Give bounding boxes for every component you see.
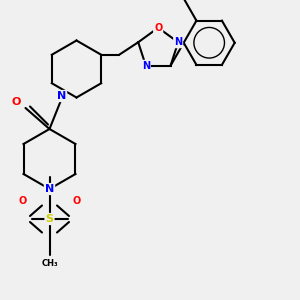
Text: N: N <box>142 61 150 71</box>
Text: N: N <box>174 37 182 47</box>
Text: O: O <box>12 97 21 107</box>
Text: O: O <box>18 196 27 206</box>
Text: CH₃: CH₃ <box>41 260 58 268</box>
Text: S: S <box>46 214 53 224</box>
Text: N: N <box>45 184 54 194</box>
Text: O: O <box>154 23 162 33</box>
Text: N: N <box>57 91 66 101</box>
Text: O: O <box>72 196 81 206</box>
